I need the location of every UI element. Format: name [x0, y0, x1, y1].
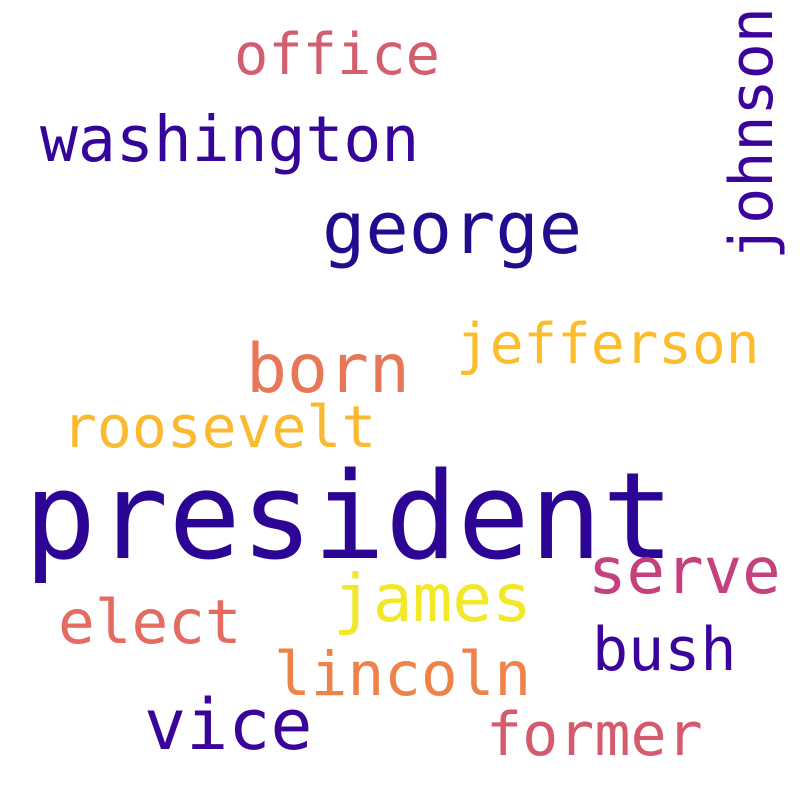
word-serve: serve	[588, 535, 781, 609]
word-roosevelt: roosevelt	[62, 393, 377, 461]
word-former: former	[486, 700, 703, 770]
word-james: james	[333, 560, 532, 637]
word-jefferson: jefferson	[456, 312, 760, 377]
word-born: born	[246, 330, 410, 409]
word-washington: washington	[40, 103, 420, 176]
word-vice: vice	[144, 684, 313, 766]
word-bush: bush	[592, 615, 737, 685]
word-elect: elect	[58, 587, 242, 658]
word-lincoln: lincoln	[274, 639, 532, 710]
word-office: office	[234, 22, 440, 88]
word-johnson: johnson	[717, 7, 787, 260]
word-president: president	[24, 448, 675, 587]
word-george: george	[322, 186, 583, 270]
